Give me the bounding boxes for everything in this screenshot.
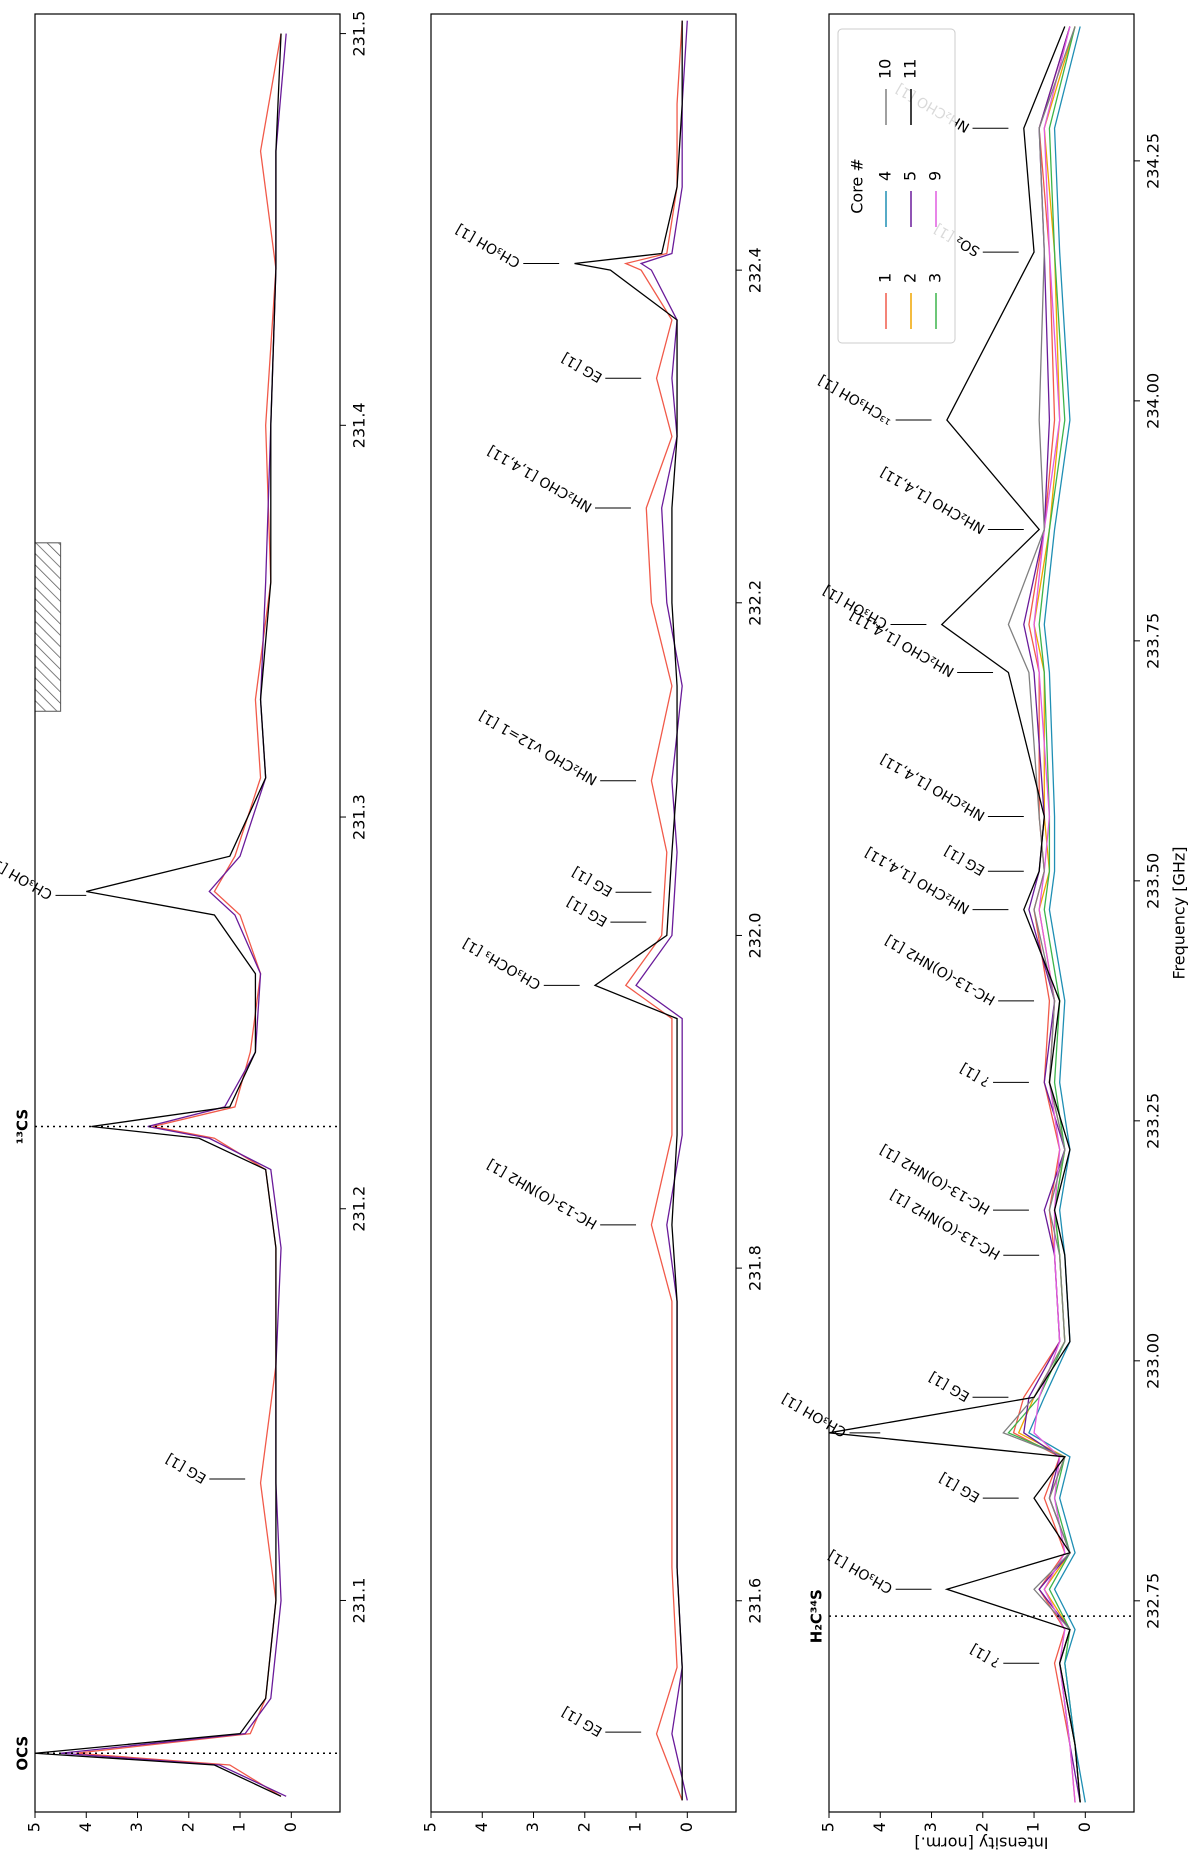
plot-frame [430, 13, 737, 1813]
x-tick-label: 234.00 [1144, 373, 1163, 429]
y-tick-label: 0 [281, 1822, 300, 1832]
x-tick-label: 231.4 [350, 402, 369, 448]
x-axis-label: Frequency [GHz] [1170, 846, 1189, 979]
legend-label: 5 [901, 171, 920, 181]
marker-label: ¹³CS [14, 1109, 32, 1144]
x-tick-label: 233.75 [1144, 613, 1163, 669]
x-tick-label: 233.00 [1144, 1333, 1163, 1389]
x-tick-label: 234.25 [1144, 133, 1163, 189]
y-tick-label: 4 [76, 1822, 95, 1832]
x-tick-label: 232.2 [746, 580, 765, 626]
plot-frame [828, 13, 1135, 1813]
legend-box [837, 28, 956, 344]
y-tick-label: 1 [626, 1822, 645, 1832]
y-tick-label: 4 [870, 1822, 889, 1832]
y-tick-label: 3 [921, 1822, 940, 1832]
spectrum-line [1002, 26, 1081, 1803]
y-tick-label: 2 [178, 1822, 197, 1832]
legend-label: 10 [876, 59, 895, 79]
y-axis-label: Intensity [norm.] [914, 1834, 1048, 1853]
y-tick-label: 5 [25, 1822, 44, 1832]
y-tick-label: 3 [127, 1822, 146, 1832]
spectrum-line [60, 33, 287, 1797]
spectrum-line [1007, 26, 1081, 1803]
y-tick-label: 0 [677, 1822, 696, 1832]
legend-label: 2 [901, 273, 920, 283]
x-tick-label: 231.2 [350, 1186, 369, 1232]
x-tick-label: 231.5 [350, 11, 369, 57]
y-tick-label: 0 [1075, 1822, 1094, 1832]
x-tick-label: 232.4 [746, 247, 765, 293]
legend-label: 9 [926, 171, 945, 181]
x-tick-label: 231.1 [350, 1578, 369, 1624]
y-tick-label: 2 [972, 1822, 991, 1832]
spectrum-line [574, 20, 683, 1801]
spectrum-line [1028, 26, 1086, 1803]
x-tick-label: 231.3 [350, 794, 369, 840]
y-tick-label: 5 [421, 1822, 440, 1832]
y-tick-label: 1 [230, 1822, 249, 1832]
spectrum-line [1023, 26, 1081, 1803]
x-tick-label: 232.0 [746, 913, 765, 959]
legend-label: 3 [926, 273, 945, 283]
plot-frame [34, 13, 341, 1813]
legend-label: 11 [901, 59, 920, 79]
spectrum-line [828, 26, 1081, 1803]
x-tick-label: 233.50 [1144, 853, 1163, 909]
x-tick-label: 231.6 [746, 1578, 765, 1624]
marker-label: H₂C³⁴S [808, 1589, 826, 1643]
x-tick-label: 231.8 [746, 1245, 765, 1291]
legend-label: 4 [876, 171, 895, 181]
marker-label: OCS [14, 1736, 32, 1771]
masked-range [34, 542, 62, 712]
x-tick-label: 233.25 [1144, 1093, 1163, 1149]
y-tick-label: 4 [472, 1822, 491, 1832]
spectrum-line [34, 33, 282, 1797]
x-tick-label: 232.75 [1144, 1573, 1163, 1629]
spectrum-line [623, 20, 683, 1801]
y-tick-label: 3 [523, 1822, 542, 1832]
y-tick-label: 2 [574, 1822, 593, 1832]
legend-label: 1 [876, 273, 895, 283]
legend-title: Core # [848, 158, 867, 214]
y-tick-label: 5 [819, 1822, 838, 1832]
y-tick-label: 1 [1024, 1822, 1043, 1832]
